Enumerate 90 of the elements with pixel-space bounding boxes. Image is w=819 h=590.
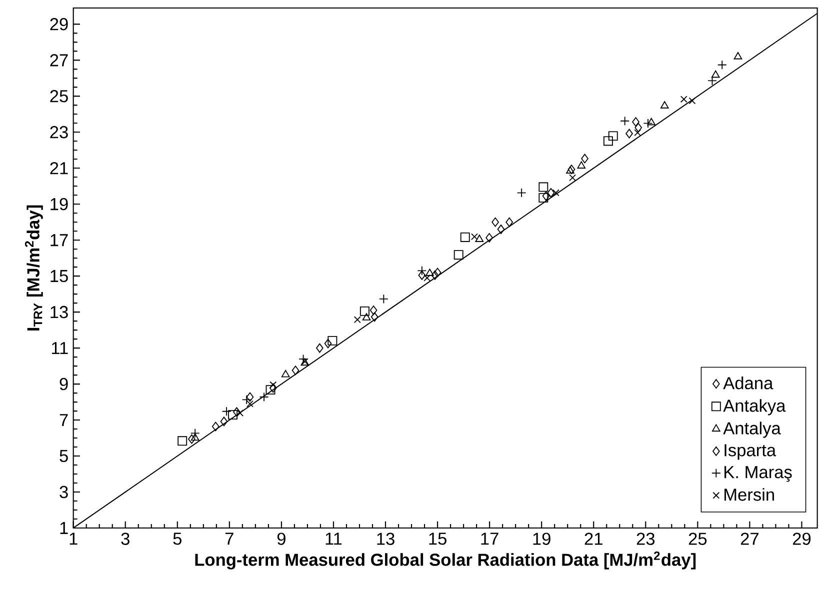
point <box>475 234 484 242</box>
point <box>431 270 439 280</box>
y-tick-label: 9 <box>60 378 68 390</box>
y-tick-label: 7 <box>60 414 68 426</box>
point <box>569 174 576 182</box>
point <box>506 217 513 227</box>
x-tick-label: 5 <box>173 532 182 545</box>
legend-label: Isparta <box>724 444 776 460</box>
point <box>542 191 550 201</box>
point <box>426 268 434 276</box>
y-tick-label: 23 <box>50 126 68 138</box>
point <box>660 101 669 108</box>
point <box>269 383 277 393</box>
y-tick-label: 15 <box>50 270 68 282</box>
y-tick-label: 27 <box>50 54 68 66</box>
legend-label: Adana <box>723 376 774 390</box>
point <box>734 52 742 60</box>
y-axis-title: I$_{TRY}$ [MJ/m$^{2}$day] <box>24 205 43 330</box>
legend-label: Mersin <box>724 488 774 501</box>
point <box>486 233 493 242</box>
point <box>292 366 300 376</box>
x-tick-label: 17 <box>481 532 498 545</box>
y-tick-label: 1 <box>60 522 68 534</box>
point <box>190 433 200 441</box>
point <box>281 370 290 378</box>
point <box>220 416 228 426</box>
point <box>547 188 555 198</box>
x-tick-label: 21 <box>584 532 602 545</box>
point <box>581 154 588 164</box>
y-tick-label: 13 <box>50 306 68 318</box>
y-tick-label: 25 <box>50 90 68 102</box>
point <box>460 232 470 242</box>
y-tick-label: 21 <box>50 162 68 174</box>
point <box>236 410 244 416</box>
y-tick-label: 19 <box>50 198 68 210</box>
y-tick-label: 11 <box>52 342 68 354</box>
point <box>316 343 324 353</box>
x-axis-title: Long-term Measured Global Solar Radiation Data [MJ/m$^{2}$day] <box>195 551 696 570</box>
point <box>538 182 548 192</box>
point <box>360 306 370 316</box>
point <box>492 217 499 227</box>
x-tick-label: 1 <box>70 532 78 545</box>
point <box>370 312 378 322</box>
x-tick-label: 9 <box>277 532 286 545</box>
point <box>246 392 254 402</box>
point <box>497 224 505 234</box>
point <box>270 381 277 388</box>
point <box>632 117 640 127</box>
point <box>354 316 361 324</box>
point <box>424 274 431 282</box>
point <box>577 161 586 169</box>
point <box>362 313 371 320</box>
x-tick-label: 11 <box>326 532 342 545</box>
y-tick-label: 3 <box>60 486 68 498</box>
x-tick-label: 23 <box>636 532 655 545</box>
x-tick-label: 13 <box>377 532 394 545</box>
point <box>418 270 426 280</box>
point <box>328 336 338 346</box>
point <box>266 385 276 395</box>
y-tick-label: 29 <box>50 18 68 30</box>
point <box>178 436 188 446</box>
point <box>233 407 240 417</box>
point <box>434 268 442 278</box>
point <box>470 233 478 240</box>
point <box>324 338 332 348</box>
y-tick-label: 17 <box>50 234 68 246</box>
point <box>552 189 560 196</box>
x-tick-label: 25 <box>688 532 707 545</box>
x-tick-label: 27 <box>740 532 758 545</box>
point <box>454 250 464 260</box>
point <box>634 122 642 132</box>
point <box>228 410 238 420</box>
point <box>647 118 656 126</box>
x-tick-label: 19 <box>533 532 550 545</box>
y-tick-label: 5 <box>60 450 68 462</box>
x-tick-label: 7 <box>226 532 234 545</box>
point <box>626 128 633 138</box>
point <box>608 131 618 141</box>
point <box>634 129 642 136</box>
point <box>603 136 613 146</box>
legend-label: Antakya <box>723 399 786 416</box>
point <box>538 193 548 203</box>
point <box>212 422 220 432</box>
x-tick-label: 15 <box>429 532 446 545</box>
x-tick-label: 29 <box>792 532 811 545</box>
legend-label: K. Maraş <box>724 466 792 482</box>
point <box>711 70 720 78</box>
x-tick-label: 3 <box>121 532 130 545</box>
point <box>370 306 378 316</box>
legend-label: Antalya <box>723 422 781 438</box>
